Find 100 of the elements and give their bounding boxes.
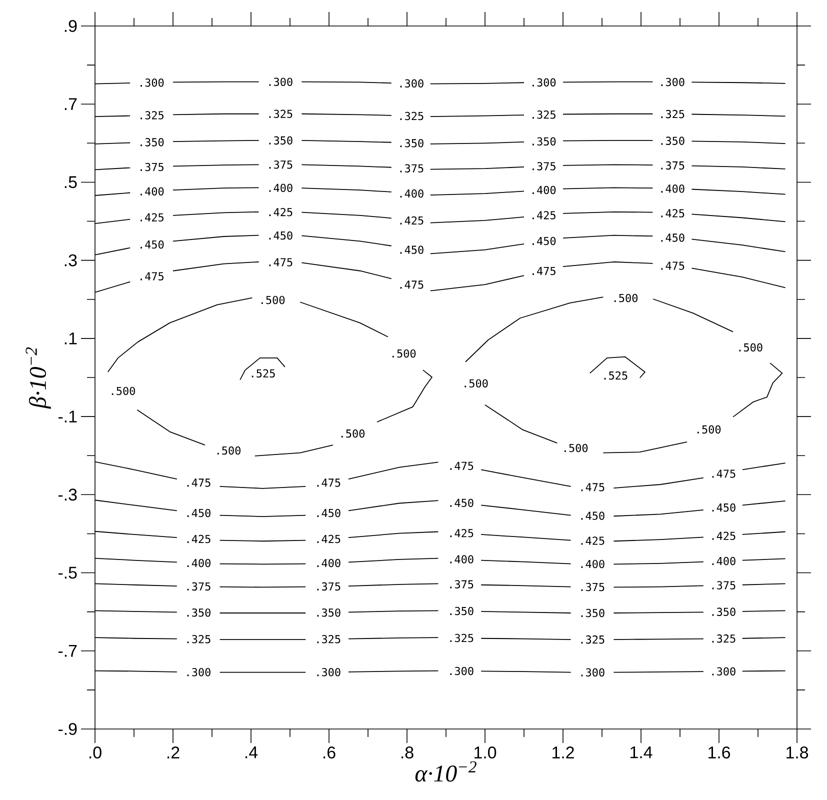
y-axis-title: β·10$^{−2}$ (26, 347, 51, 409)
text: .425 (450, 528, 474, 538)
text: .450 (661, 234, 684, 242)
text: .500 (698, 425, 721, 434)
series-label: .325 (712, 634, 736, 643)
text: .350 (661, 136, 684, 145)
text: .450 (581, 512, 604, 520)
text: .425 (581, 536, 604, 545)
text: .325 (450, 634, 474, 642)
text: .450 (317, 508, 340, 518)
text: .400 (450, 555, 474, 564)
series-label: .500 (564, 444, 588, 452)
text: .475 (450, 462, 474, 470)
text: .375 (187, 582, 210, 591)
text: .450 (269, 231, 292, 240)
text: .450 (140, 240, 164, 249)
text: .300 (450, 666, 474, 676)
text: .300 (317, 668, 340, 676)
series-label: .375 (712, 581, 736, 590)
text: .475 (187, 478, 210, 487)
text: .500 (217, 446, 240, 455)
y-tick-label: .5 (64, 176, 77, 188)
text: .500 (341, 429, 365, 438)
text: .375 (450, 580, 474, 588)
text: .475 (532, 266, 556, 276)
y-tick-label: -.3 (58, 488, 77, 501)
series-label: .375 (400, 164, 424, 172)
series-label: .300 (712, 667, 736, 676)
text: .300 (661, 78, 684, 86)
text: .325 (581, 635, 604, 644)
text: .400 (269, 184, 292, 192)
text: .350 (450, 606, 474, 616)
y-tick-label: .7 (64, 98, 77, 110)
text: .325 (269, 110, 292, 118)
text: .300 (269, 78, 292, 86)
x-tick-label: .2 (167, 746, 180, 758)
series-label: .300 (400, 79, 424, 88)
series-label: .450 (712, 503, 736, 512)
series-label: .350 (400, 139, 424, 148)
text: .500 (112, 386, 135, 396)
series-label: .500 (261, 296, 285, 304)
text: .475 (269, 258, 292, 266)
text: .350 (532, 137, 556, 146)
x-tick-label: 1.6 (708, 746, 730, 759)
text: .350 (187, 608, 210, 617)
y-tick-label: -.1 (58, 410, 77, 422)
series-label: .400 (400, 189, 424, 198)
text: .400 (532, 186, 556, 194)
y-tick-label: .3 (64, 254, 77, 266)
series-label: .475 (400, 280, 424, 289)
text: .500 (739, 343, 762, 352)
x-tick-label: 1.4 (630, 746, 652, 758)
series-label: .525 (604, 371, 628, 380)
x-tick-label: .6 (323, 746, 336, 759)
text: .300 (140, 78, 164, 87)
series-label: .425 (400, 216, 424, 225)
series-label: .450 (400, 246, 424, 254)
y-tick-label: -.9 (58, 722, 77, 735)
text: .425 (532, 211, 556, 220)
text: .425 (140, 213, 164, 222)
text: .475 (581, 483, 604, 492)
text: .450 (187, 508, 210, 518)
y-tick-label: .9 (64, 20, 77, 32)
x-tick-label: 1.2 (552, 746, 574, 758)
text: .350 (140, 138, 164, 146)
x-axis-title: α·10$^{−2}$ (415, 761, 476, 782)
series-label: .525 (252, 369, 275, 378)
text: .425 (187, 534, 210, 544)
text: .400 (187, 558, 210, 568)
text: .400 (317, 558, 340, 568)
text: .375 (140, 162, 164, 172)
text: .425 (661, 209, 684, 218)
text: .325 (532, 110, 556, 119)
x-tick-label: .4 (245, 746, 258, 758)
text: .500 (464, 379, 488, 388)
text: .450 (532, 236, 556, 246)
text: .325 (187, 635, 210, 644)
y-tick-label: -.7 (58, 645, 77, 657)
x-tick-label: 1.8 (786, 746, 808, 759)
text: .475 (140, 272, 164, 280)
series-label: .400 (712, 556, 736, 566)
text: .325 (317, 635, 340, 644)
text: .500 (392, 349, 416, 358)
text: .350 (317, 608, 340, 617)
text: .400 (140, 187, 164, 196)
text: .375 (581, 582, 604, 592)
text: .300 (581, 668, 604, 676)
text: .425 (317, 534, 340, 544)
series-label: .475 (712, 470, 736, 478)
line-series (589, 356, 646, 378)
text: .425 (269, 208, 292, 216)
text: .325 (661, 110, 684, 118)
text: .400 (581, 560, 604, 568)
text: .475 (661, 262, 684, 270)
text: .475 (317, 478, 340, 487)
y-tick-label: .1 (64, 332, 77, 344)
line-series (240, 358, 286, 380)
text: .350 (581, 608, 604, 618)
x-tick-label: .8 (401, 746, 414, 759)
text: .500 (614, 294, 638, 302)
